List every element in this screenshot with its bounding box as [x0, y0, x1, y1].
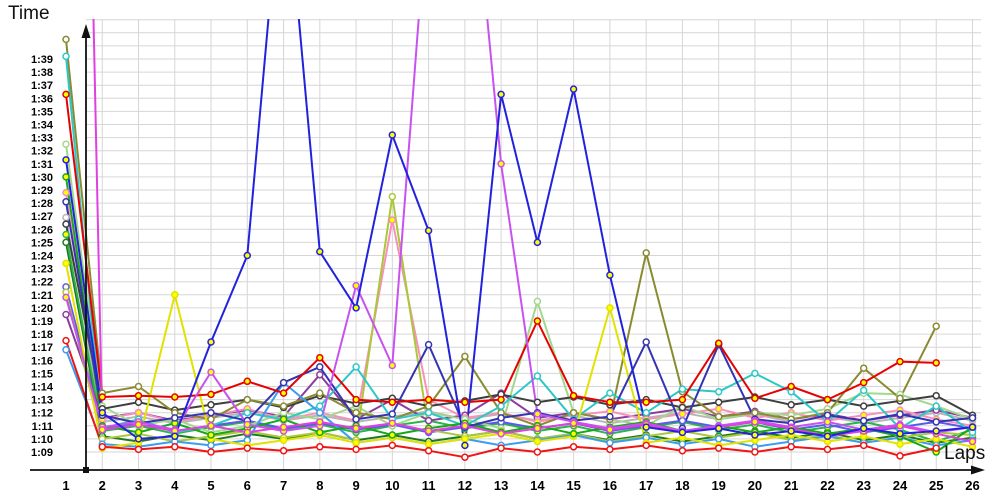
- series-markers-cyan: [62, 52, 977, 437]
- series-markers-blue: [62, 85, 977, 450]
- x-axis-title: Laps: [944, 443, 986, 464]
- series-lines: [62, 19, 977, 461]
- svg-text:1:35: 1:35: [31, 106, 53, 118]
- series-line-navy: [65, 200, 974, 430]
- svg-text:3: 3: [135, 478, 142, 493]
- svg-text:14: 14: [530, 478, 545, 493]
- series-line-darkgray: [65, 223, 974, 417]
- svg-text:13: 13: [494, 478, 508, 493]
- svg-text:1:23: 1:23: [31, 264, 53, 276]
- axes: [30, 24, 985, 475]
- svg-text:17: 17: [639, 478, 653, 493]
- svg-text:1:15: 1:15: [31, 368, 53, 380]
- svg-text:1:18: 1:18: [31, 329, 53, 341]
- svg-text:1:10: 1:10: [31, 434, 53, 446]
- svg-text:20: 20: [748, 478, 762, 493]
- series-line-palegreen: [65, 143, 974, 434]
- svg-text:6: 6: [244, 478, 251, 493]
- axis-origin-square: [83, 467, 89, 473]
- svg-text:15: 15: [566, 478, 580, 493]
- svg-text:9: 9: [352, 478, 359, 493]
- svg-text:26: 26: [965, 478, 979, 493]
- y-axis-tick-labels: 1:091:101:111:121:131:14 1:151:161:171:18…: [31, 54, 54, 459]
- series-line-magenta: [92, 19, 974, 443]
- series-line-green2: [65, 233, 974, 443]
- series-line-blue: [65, 19, 974, 447]
- svg-text:1:25: 1:25: [31, 237, 53, 249]
- svg-text:1:33: 1:33: [31, 133, 53, 145]
- series-markers-red2: [62, 336, 940, 461]
- svg-text:22: 22: [820, 478, 834, 493]
- svg-text:4: 4: [171, 478, 179, 493]
- svg-text:1:27: 1:27: [31, 211, 53, 223]
- svg-text:1:38: 1:38: [31, 67, 53, 79]
- series-line-blue2: [65, 285, 974, 434]
- series-line-cyan: [65, 55, 974, 434]
- svg-text:23: 23: [856, 478, 870, 493]
- svg-text:1:20: 1:20: [31, 303, 53, 315]
- svg-text:1:29: 1:29: [31, 185, 53, 197]
- svg-text:1: 1: [62, 478, 69, 493]
- svg-text:1:19: 1:19: [31, 316, 53, 328]
- svg-text:21: 21: [784, 478, 798, 493]
- series-line-green: [65, 175, 974, 453]
- x-axis-arrow: [971, 465, 985, 475]
- svg-text:1:34: 1:34: [31, 120, 54, 132]
- y-axis-arrow: [81, 24, 91, 38]
- svg-text:2: 2: [99, 478, 106, 493]
- svg-text:19: 19: [711, 478, 725, 493]
- svg-text:10: 10: [385, 478, 399, 493]
- svg-text:11: 11: [422, 478, 436, 493]
- svg-text:1:16: 1:16: [31, 355, 53, 367]
- svg-text:18: 18: [675, 478, 689, 493]
- svg-text:16: 16: [603, 478, 617, 493]
- svg-text:8: 8: [316, 478, 323, 493]
- series-line-skyblue: [65, 348, 974, 448]
- svg-text:25: 25: [929, 478, 943, 493]
- svg-text:1:32: 1:32: [31, 146, 53, 158]
- svg-text:1:14: 1:14: [31, 382, 54, 394]
- svg-text:5: 5: [207, 478, 214, 493]
- svg-text:1:11: 1:11: [32, 421, 53, 433]
- svg-text:12: 12: [458, 478, 472, 493]
- series-markers-red: [62, 90, 940, 406]
- svg-text:7: 7: [280, 478, 287, 493]
- svg-text:1:21: 1:21: [31, 290, 53, 302]
- svg-text:1:17: 1:17: [31, 342, 53, 354]
- svg-text:1:36: 1:36: [31, 93, 53, 105]
- series-line-yellow: [65, 262, 974, 450]
- svg-text:1:13: 1:13: [31, 395, 53, 407]
- y-axis-title: Time: [8, 3, 50, 24]
- svg-text:1:28: 1:28: [31, 198, 53, 210]
- svg-text:1:12: 1:12: [31, 408, 53, 420]
- x-axis-tick-labels: 1 2 3 4 5 6 7 8 9 10 11 12 13 14 15 16 17 18 19 20 21 22 23 24 2…: [62, 478, 979, 493]
- svg-text:1:24: 1:24: [31, 251, 54, 263]
- svg-text:1:09: 1:09: [31, 447, 53, 459]
- svg-text:1:22: 1:22: [31, 277, 53, 289]
- svg-text:1:26: 1:26: [31, 224, 53, 236]
- series-markers-yellowgreen: [62, 192, 977, 447]
- svg-text:1:30: 1:30: [31, 172, 53, 184]
- svg-text:1:39: 1:39: [31, 54, 53, 66]
- series-line-violet: [65, 19, 974, 434]
- svg-text:1:37: 1:37: [31, 80, 53, 92]
- svg-text:1:31: 1:31: [31, 159, 53, 171]
- svg-text:24: 24: [893, 478, 908, 493]
